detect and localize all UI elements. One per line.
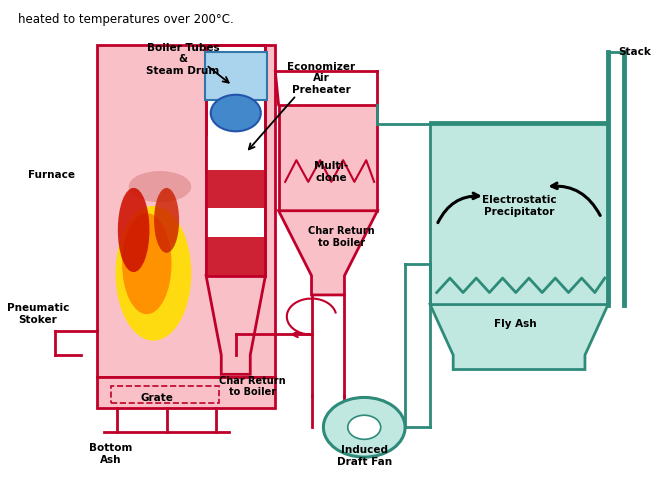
Text: Stack: Stack: [618, 47, 650, 57]
Text: Char Return
to Boiler: Char Return to Boiler: [219, 376, 286, 397]
Text: Grate: Grate: [140, 393, 173, 403]
Ellipse shape: [154, 188, 179, 253]
Text: Fly Ash: Fly Ash: [495, 319, 537, 329]
FancyBboxPatch shape: [205, 52, 267, 100]
Circle shape: [211, 95, 261, 131]
Ellipse shape: [118, 188, 149, 272]
Text: Bottom
Ash: Bottom Ash: [89, 443, 132, 465]
Ellipse shape: [116, 206, 192, 341]
Text: Furnace: Furnace: [28, 169, 75, 180]
FancyBboxPatch shape: [279, 105, 378, 211]
Text: Electrostatic
Precipitator: Electrostatic Precipitator: [482, 195, 556, 217]
Text: Multi-
clone: Multi- clone: [314, 162, 348, 183]
Text: Induced
Draft Fan: Induced Draft Fan: [337, 445, 392, 467]
FancyBboxPatch shape: [97, 45, 276, 377]
Text: Economizer
Air
Preheater: Economizer Air Preheater: [288, 62, 355, 95]
FancyBboxPatch shape: [206, 45, 265, 276]
Ellipse shape: [129, 171, 192, 202]
FancyBboxPatch shape: [208, 208, 264, 237]
Circle shape: [323, 397, 405, 457]
Text: Pneumatic
Stoker: Pneumatic Stoker: [7, 303, 69, 325]
FancyBboxPatch shape: [208, 237, 264, 276]
FancyBboxPatch shape: [208, 170, 264, 208]
Text: Boiler Tubes
&
Steam Drum: Boiler Tubes & Steam Drum: [146, 43, 220, 76]
FancyBboxPatch shape: [97, 377, 276, 408]
Polygon shape: [206, 276, 265, 374]
Polygon shape: [430, 304, 608, 369]
FancyBboxPatch shape: [430, 121, 608, 304]
Circle shape: [348, 415, 381, 439]
Ellipse shape: [122, 213, 171, 314]
Polygon shape: [279, 211, 378, 295]
Text: heated to temperatures over 200°C.: heated to temperatures over 200°C.: [18, 14, 234, 27]
Text: Char Return
to Boiler: Char Return to Boiler: [308, 227, 374, 248]
FancyBboxPatch shape: [208, 136, 264, 170]
